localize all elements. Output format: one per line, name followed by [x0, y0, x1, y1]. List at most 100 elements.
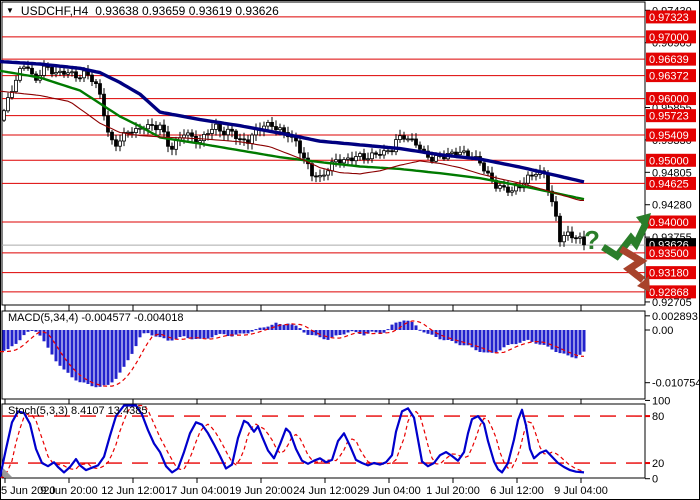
candle — [534, 173, 538, 177]
candle — [414, 138, 418, 146]
candle — [2, 110, 6, 121]
stoch-k-line — [0, 404, 585, 478]
candle — [90, 74, 94, 82]
candle — [14, 79, 18, 93]
stoch-d-line — [0, 404, 585, 478]
candle — [510, 190, 514, 193]
candle — [250, 134, 254, 144]
stoch-scale-label: 20 — [652, 458, 664, 470]
candle — [430, 156, 434, 162]
candle — [50, 66, 54, 75]
macd-axis: 0.002893 0.00 -0.010754 — [645, 311, 700, 390]
candle — [202, 133, 206, 141]
candle — [158, 124, 162, 130]
level-price-label: 0.94625 — [649, 178, 689, 190]
ohlc-values: 0.93638 0.93659 0.93619 0.93626 — [95, 4, 279, 18]
candle — [454, 151, 458, 156]
stoch-axis: 100 80 20 0 — [645, 395, 670, 486]
candle — [342, 159, 346, 164]
candle — [282, 127, 286, 133]
candle — [174, 139, 178, 150]
symbol-dropdown-icon[interactable]: ▼ — [6, 6, 14, 15]
level-price-label: 0.94000 — [649, 217, 689, 229]
candle — [118, 140, 122, 147]
candle — [302, 152, 306, 159]
up-arrow-annotation — [601, 213, 651, 261]
panel-resize-grip[interactable] — [3, 468, 12, 477]
main-panel-border — [1, 1, 646, 306]
candle — [94, 81, 98, 84]
candle — [170, 145, 174, 150]
candle — [410, 138, 414, 141]
candle — [186, 132, 190, 136]
date-tick-label: 19 Jun 20:00 — [229, 485, 293, 497]
candle — [346, 157, 350, 160]
candle — [82, 70, 86, 79]
chart-title-bar: ▼ USDCHF,H4 0.93638 0.93659 0.93619 0.93… — [6, 4, 279, 18]
stoch-label: Stoch(5,3,3) 8.4107 13.4385 — [8, 405, 148, 417]
candle — [134, 128, 138, 133]
level-price-label: 0.92868 — [649, 287, 689, 299]
candle — [214, 123, 218, 130]
candle — [130, 131, 134, 134]
candle — [218, 123, 222, 132]
macd-scale-label: -0.010754 — [652, 378, 700, 390]
candle — [318, 175, 322, 178]
candle — [278, 127, 282, 131]
candle — [194, 135, 198, 143]
candle — [498, 185, 502, 189]
candle — [314, 175, 318, 178]
candle — [338, 159, 342, 164]
down-arrow-annotation — [619, 245, 650, 292]
candle — [74, 71, 78, 79]
candle — [10, 91, 14, 98]
candle — [578, 236, 582, 239]
candle — [546, 173, 550, 192]
candle — [238, 138, 242, 141]
candle — [242, 138, 246, 141]
macd-label: MACD(5,34,4) -0.004577 -0.004018 — [8, 312, 184, 324]
stoch-scale-label: 100 — [652, 395, 670, 407]
level-price-label: 0.96639 — [649, 54, 689, 66]
candle — [358, 153, 362, 157]
macd-scale-label: 0.002893 — [652, 311, 698, 323]
candle — [70, 71, 74, 74]
candle — [54, 72, 58, 75]
candle — [334, 159, 338, 163]
macd-histogram — [2, 320, 586, 388]
candle — [322, 174, 326, 177]
ma-green-line — [0, 69, 585, 201]
candle — [370, 152, 374, 160]
candle — [270, 122, 274, 127]
date-tick-label: 9 Jun 20:00 — [40, 485, 98, 497]
candle — [350, 157, 354, 162]
candle — [398, 135, 402, 140]
level-price-label: 0.95409 — [649, 130, 689, 142]
candle — [354, 156, 358, 162]
candle — [122, 132, 126, 142]
candle — [366, 158, 370, 161]
candle — [274, 126, 278, 131]
ma-blue-line — [0, 59, 585, 184]
candle — [450, 151, 454, 154]
candle — [382, 150, 386, 156]
candle — [206, 133, 210, 135]
candle — [42, 65, 46, 76]
price-tick-label: 0.92705 — [652, 297, 692, 309]
candle — [106, 115, 110, 133]
price-tick-label: 0.94805 — [652, 167, 692, 179]
candle — [406, 138, 410, 141]
date-tick-label: 29 Jun 04:00 — [357, 485, 421, 497]
candle — [554, 201, 558, 217]
candle — [198, 140, 202, 143]
candle — [562, 235, 566, 243]
candle — [482, 162, 486, 172]
candle — [502, 185, 506, 188]
symbol-label: USDCHF,H4 — [20, 4, 89, 18]
level-price-label: 0.93500 — [649, 248, 689, 260]
macd-signal-line — [0, 320, 585, 387]
candle — [58, 70, 62, 73]
candle — [190, 132, 194, 137]
